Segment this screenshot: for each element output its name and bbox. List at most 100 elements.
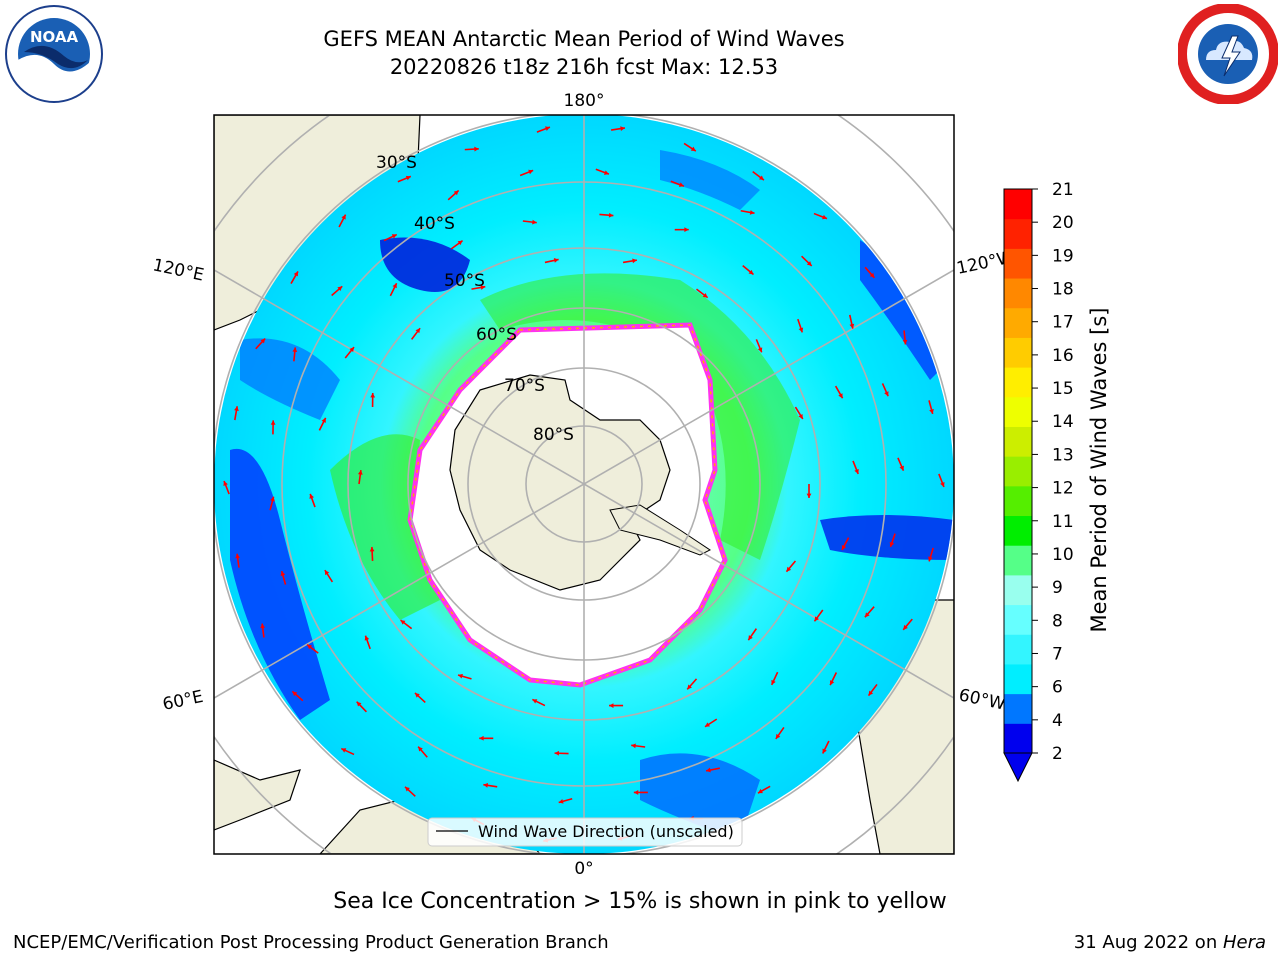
wind-wave-arrowhead <box>418 746 423 752</box>
wind-wave-arrowhead <box>321 417 326 423</box>
wind-wave-arrowhead <box>293 271 298 277</box>
colorbar-segment <box>1004 693 1032 724</box>
wind-wave-arrowhead <box>405 175 411 181</box>
colorbar-tick-label: 7 <box>1052 644 1063 664</box>
legend-label: Wind Wave Direction (unscaled) <box>478 822 734 841</box>
colorbar-tick-label: 12 <box>1052 479 1074 499</box>
lat-label-40s: 40°S <box>414 214 455 234</box>
colorbar-segment <box>1004 604 1032 635</box>
wind-wave-arrowhead <box>705 722 711 727</box>
footer-date-text: 31 Aug 2022 on <box>1073 932 1223 953</box>
wind-wave-arrowhead <box>479 735 484 741</box>
wind-wave-arrowhead <box>415 328 421 334</box>
wind-wave-arrowhead <box>483 782 489 788</box>
wind-wave-arrowhead <box>608 212 614 218</box>
footer-date: 31 Aug 2022 on Hera <box>1074 932 1266 953</box>
wind-wave-arrowhead <box>414 692 420 698</box>
wind-wave-arrowhead <box>864 612 870 618</box>
wind-wave-arrowhead <box>553 258 559 263</box>
wind-wave-arrowhead <box>324 570 330 576</box>
colorbar-segment <box>1004 426 1032 457</box>
lat-label-60s: 60°S <box>476 325 517 345</box>
wind-wave-arrowhead <box>687 684 692 690</box>
wind-wave-arrowhead <box>307 644 313 650</box>
colorbar-tick-label: 13 <box>1052 445 1074 465</box>
wind-wave-arrowhead <box>341 214 346 220</box>
wind-wave-arrowhead <box>771 679 776 685</box>
wind-wave-arrowhead <box>902 339 908 345</box>
map-frame <box>213 114 955 855</box>
colorbar-tick-label: 9 <box>1052 578 1063 598</box>
wind-wave-arrowhead <box>632 258 637 264</box>
colorbar-tick-label: 4 <box>1052 711 1063 731</box>
wind-wave-arrowhead <box>391 234 397 239</box>
wind-wave-arrowhead <box>854 468 859 474</box>
wind-wave-arrowhead <box>929 409 934 414</box>
lat-label-70s: 70°S <box>504 376 545 396</box>
wind-wave-arrowhead <box>341 748 347 753</box>
colorbar-segment <box>1004 485 1032 517</box>
wind-wave-arrowhead <box>234 406 239 411</box>
colorbar-tick-label: 20 <box>1052 213 1074 233</box>
colorbar-segment <box>1004 545 1032 576</box>
wind-wave-arrowhead <box>364 635 370 641</box>
colorbar-tick-label: 10 <box>1052 545 1074 565</box>
colorbar-frame <box>1003 188 1033 754</box>
wind-wave-arrowhead <box>798 327 804 333</box>
wind-wave-arrowhead <box>356 701 362 707</box>
colorbar-segment <box>1004 456 1032 487</box>
wind-wave-arrowhead <box>260 623 266 629</box>
wind-wave-arrowhead <box>684 227 689 233</box>
colorbar-segment <box>1004 396 1032 427</box>
wind-wave-arrowhead <box>457 240 463 246</box>
map-area <box>214 115 954 854</box>
colorbar-tick-label: 21 <box>1052 180 1074 200</box>
wind-wave-arrowhead <box>545 126 550 131</box>
wind-wave-arrowhead <box>235 553 241 559</box>
wind-wave-arrowhead <box>337 286 343 291</box>
colorbar-segment <box>1004 367 1032 398</box>
wind-wave-arrowhead <box>786 566 792 572</box>
wind-wave-arrowhead <box>474 146 479 152</box>
wind-wave-arrowhead <box>453 190 459 196</box>
map-subtitle-forecast: 20220826 t18z 216h fcst Max: 12.53 <box>389 55 779 79</box>
wind-wave-arrowhead <box>292 347 298 353</box>
wind-wave-arrowhead <box>292 691 298 697</box>
wind-wave-arrowhead <box>841 544 847 550</box>
wind-wave-arrowhead <box>838 393 843 399</box>
colorbar-segment <box>1004 723 1032 754</box>
lat-label-30s: 30°S <box>376 153 417 173</box>
colorbar-segment <box>1004 337 1032 368</box>
lat-label-50s: 50°S <box>444 271 485 291</box>
lat-label-80s: 80°S <box>533 425 574 445</box>
wind-wave-arrowhead <box>532 219 537 225</box>
colorbar-segment <box>1004 307 1032 338</box>
wind-wave-arrowhead <box>869 272 875 278</box>
colorbar-tick-label: 19 <box>1052 246 1074 266</box>
wind-wave-arrowhead <box>822 214 828 220</box>
lon-label-120e: 120°E <box>151 255 206 285</box>
wind-wave-arrowhead <box>758 175 764 181</box>
graticule <box>214 115 954 854</box>
footer-system: Hera <box>1222 932 1266 953</box>
wind-wave-arrowhead <box>532 699 538 704</box>
wind-wave-arrowhead <box>940 482 945 487</box>
nws-logo <box>1177 3 1279 108</box>
wind-wave-arrowhead <box>849 323 855 329</box>
wind-wave-arrowhead <box>757 788 763 794</box>
wind-wave-arrowhead <box>357 470 363 475</box>
lon-label-180: 180° <box>564 91 605 111</box>
wind-wave-arrowhead <box>400 620 406 625</box>
wind-wave-arrowhead <box>405 786 410 792</box>
wind-wave-arrowhead <box>702 293 708 298</box>
wind-wave-arrowhead <box>884 391 889 397</box>
wind-wave-arrowhead <box>392 283 397 289</box>
colorbar-segment <box>1004 634 1032 665</box>
colorbar-tick-label: 15 <box>1052 379 1074 399</box>
colorbar-label: Mean Period of Wind Waves [s] <box>1087 308 1111 633</box>
wind-wave-arrowhead <box>690 146 696 152</box>
wind-wave-arrowhead <box>899 465 904 471</box>
noaa-logo-icon: NOAA <box>5 5 103 103</box>
lon-label-60e: 60°E <box>161 687 205 715</box>
lon-label-0: 0° <box>574 859 593 879</box>
